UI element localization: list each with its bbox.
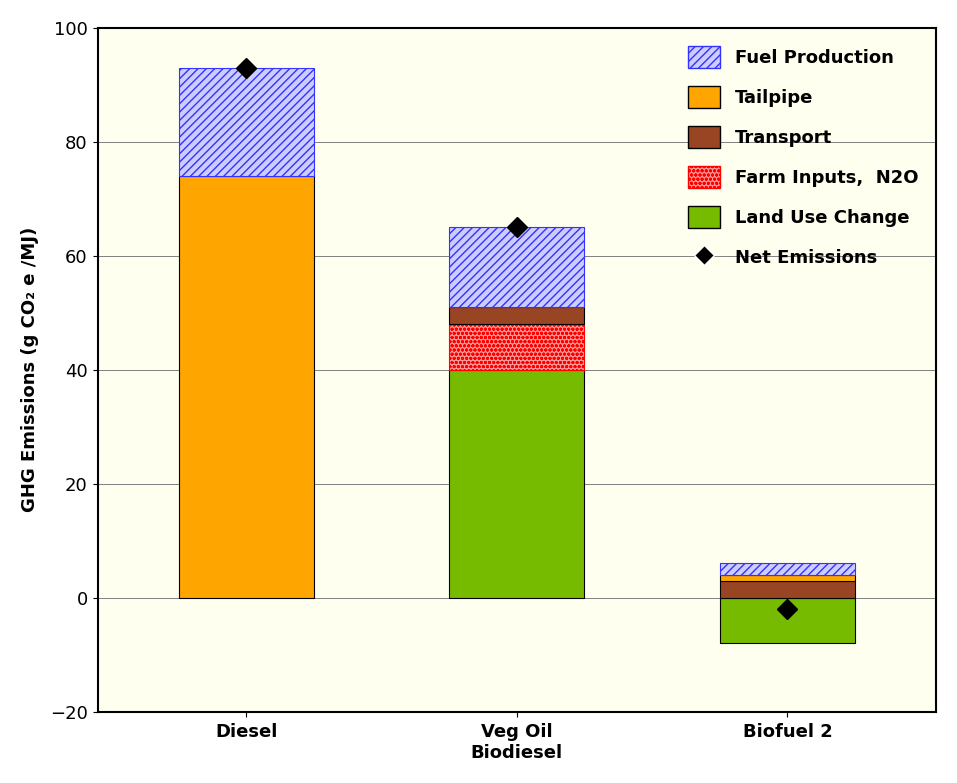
Legend: Fuel Production, Tailpipe, Transport, Farm Inputs,  N2O, Land Use Change, Net Em: Fuel Production, Tailpipe, Transport, Fa… xyxy=(679,37,927,277)
Bar xyxy=(720,580,855,597)
Bar xyxy=(449,227,585,307)
Bar xyxy=(720,564,855,575)
Bar xyxy=(720,575,855,580)
Bar xyxy=(179,176,314,597)
Y-axis label: GHG Emissions (g CO₂ e /MJ): GHG Emissions (g CO₂ e /MJ) xyxy=(21,227,39,512)
Bar xyxy=(720,597,855,643)
Bar xyxy=(179,67,314,176)
Bar xyxy=(449,307,585,324)
Bar xyxy=(449,370,585,597)
Bar xyxy=(449,324,585,370)
